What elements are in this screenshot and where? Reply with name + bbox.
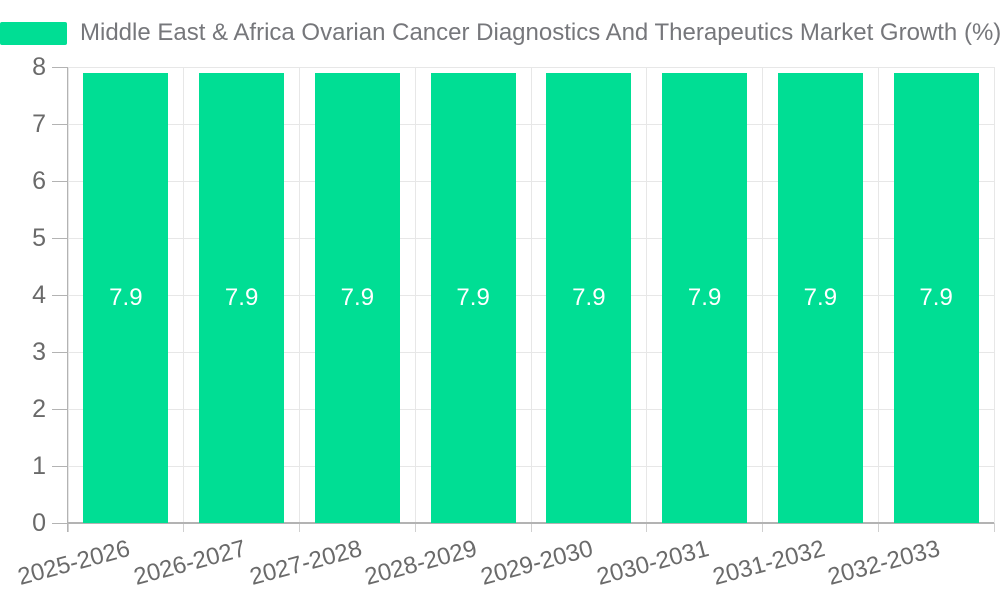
bar-2030-2031[interactable] xyxy=(662,72,748,523)
chart-title: Middle East & Africa Ovarian Cancer Diag… xyxy=(80,19,1000,46)
y-axis-label: 6 xyxy=(32,167,46,195)
x-axis-label: 2029-2030 xyxy=(478,535,596,591)
y-axis-label: 7 xyxy=(32,110,46,138)
x-gridline xyxy=(414,67,416,523)
x-axis-label: 2026-2027 xyxy=(130,535,249,591)
bar-2026-2027[interactable] xyxy=(199,72,285,523)
bar-value-label: 7.9 xyxy=(572,283,606,311)
bar-value-label: 7.9 xyxy=(340,283,375,311)
y-axis-line xyxy=(67,67,68,532)
x-gridline xyxy=(646,67,648,523)
x-axis-label: 2031-2032 xyxy=(709,535,828,591)
y-axis-label: 3 xyxy=(32,338,46,366)
bar-value-label: 7.9 xyxy=(109,283,143,311)
y-axis-tick xyxy=(52,351,68,353)
x-axis-tick xyxy=(183,523,185,532)
bar-2028-2029[interactable] xyxy=(430,72,516,523)
x-axis-tick xyxy=(67,523,69,532)
x-axis-label: 2032-2033 xyxy=(825,535,944,591)
x-axis-line xyxy=(68,522,994,524)
x-axis-tick xyxy=(762,523,763,532)
y-axis-label: 2 xyxy=(32,395,46,423)
y-axis-tick xyxy=(52,465,68,467)
bar-value-label: 7.9 xyxy=(687,283,722,311)
y-axis-tick xyxy=(52,66,68,68)
x-axis-label: 2025-2026 xyxy=(15,535,133,591)
bar-value-label: 7.9 xyxy=(224,283,259,311)
y-axis-label: 0 xyxy=(32,509,46,537)
bar-value-label: 7.9 xyxy=(456,283,490,311)
x-axis-tick xyxy=(877,523,879,532)
bar-2031-2032[interactable] xyxy=(777,72,863,523)
x-axis-label: 2028-2029 xyxy=(362,535,481,591)
x-axis-tick xyxy=(993,523,995,532)
bar-2032-2033[interactable] xyxy=(893,72,979,523)
x-gridline xyxy=(877,67,879,523)
x-axis-label: 2030-2031 xyxy=(593,535,712,591)
y-axis-tick xyxy=(52,522,68,524)
y-axis-tick xyxy=(52,180,68,182)
bar-value-label: 7.9 xyxy=(919,283,953,311)
x-gridline xyxy=(993,67,995,523)
y-axis-label: 8 xyxy=(32,53,46,81)
x-axis-tick xyxy=(646,523,648,532)
bar-2027-2028[interactable] xyxy=(314,72,400,523)
x-gridline xyxy=(299,67,300,523)
y-axis-label: 1 xyxy=(32,452,46,480)
y-axis-tick xyxy=(52,294,68,296)
y-axis-label: 5 xyxy=(32,224,46,252)
x-axis-tick xyxy=(299,523,300,532)
x-axis-label: 2027-2028 xyxy=(246,535,365,591)
x-gridline xyxy=(762,67,763,523)
legend-marker[interactable] xyxy=(0,22,67,45)
y-axis-tick xyxy=(52,123,68,125)
y-axis-label: 4 xyxy=(32,281,46,309)
bar-value-label: 7.9 xyxy=(803,283,838,311)
x-gridline xyxy=(183,67,185,523)
x-axis-tick xyxy=(530,523,532,532)
y-axis-tick xyxy=(52,237,68,239)
bar-2029-2030[interactable] xyxy=(546,72,632,523)
x-axis-tick xyxy=(414,523,416,532)
y-axis-tick xyxy=(52,408,68,410)
x-gridline xyxy=(530,67,532,523)
bar-2025-2026[interactable] xyxy=(83,72,169,523)
x-gridline xyxy=(67,67,69,523)
